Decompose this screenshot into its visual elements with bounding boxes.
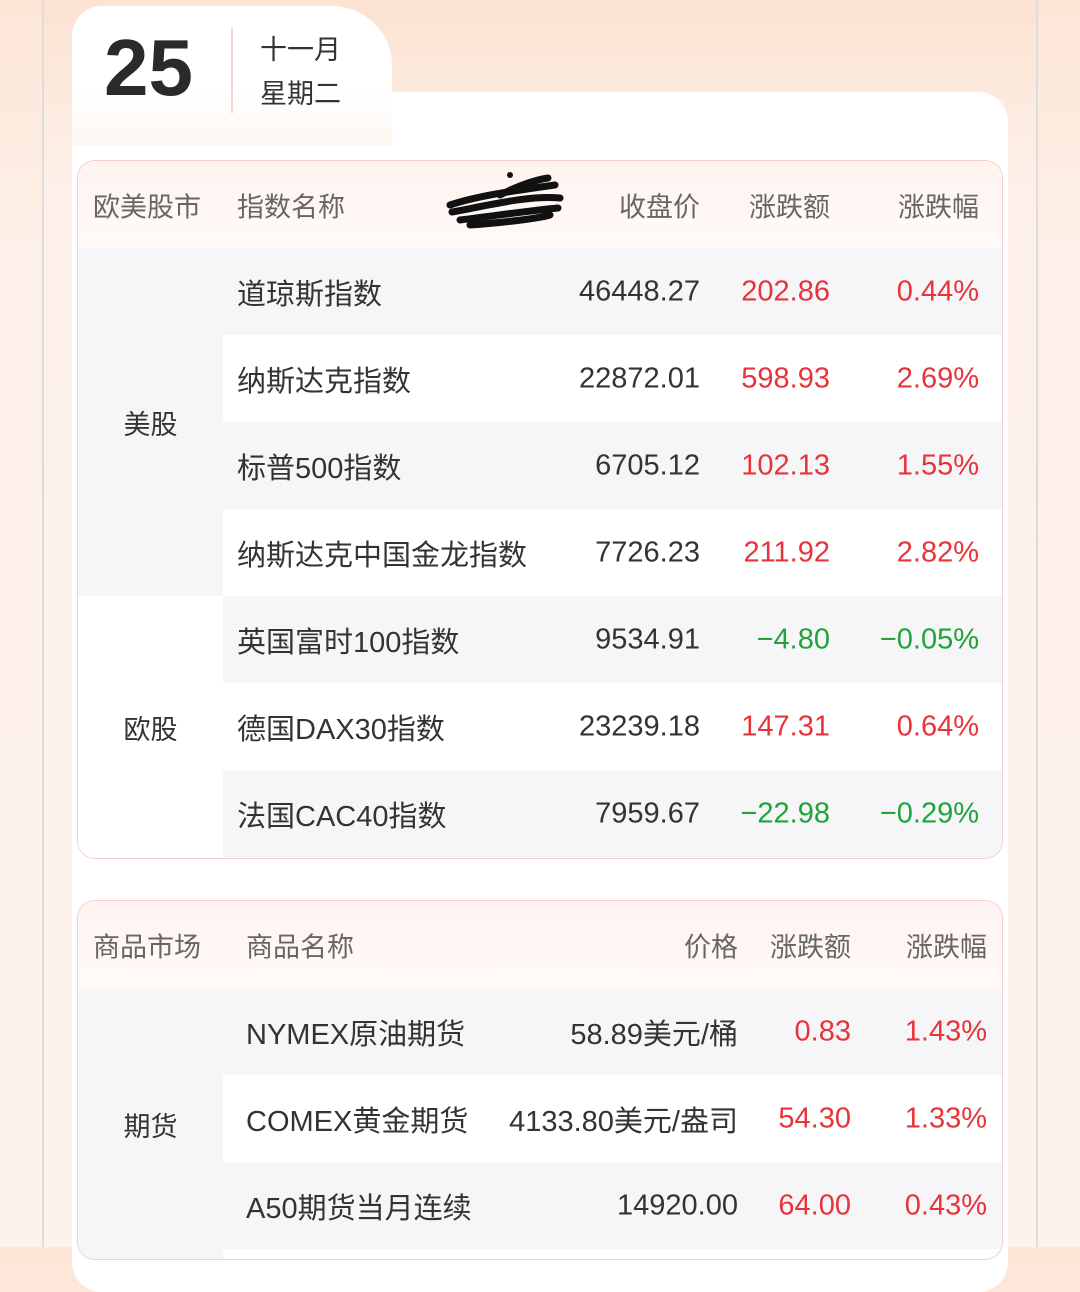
header-name: 指数名称 [237,192,345,223]
group-label: 期货 [78,988,223,1259]
row-change: 64.00 [778,1189,851,1221]
row-change: 598.93 [741,362,830,394]
header-name: 商品名称 [246,932,354,963]
row-name: 道琼斯指数 [237,278,383,311]
table-header: 欧美股市 指数名称 收盘价 涨跌额 涨跌幅 [78,161,1002,248]
row-name: 纳斯达克指数 [237,365,412,398]
header-pct: 涨跌幅 [898,192,979,223]
row-pct: −0.29% [879,797,979,829]
row-price: 6705.12 [595,449,700,481]
table-row[interactable]: 法国CAC40指数 7959.67 −22.98 −0.29% [223,770,1002,857]
table-row[interactable]: 英国富时100指数 9534.91 −4.80 −0.05% [223,596,1002,683]
header-price: 价格 [684,932,738,963]
row-name: A50期货当月连续 [246,1192,472,1225]
row-change: 102.13 [741,449,830,481]
row-pct: 1.33% [904,1102,987,1134]
header-change: 涨跌额 [749,192,830,223]
stock-index-table: 欧美股市 指数名称 收盘价 涨跌额 涨跌幅 美股 欧股 道琼斯指数 46448.2… [77,160,1003,859]
date-month: 十一月 [260,35,341,66]
date-weekday: 星期二 [260,79,341,110]
table-row[interactable]: 标普500指数 6705.12 102.13 1.55% [223,422,1002,509]
divider [231,28,233,113]
row-pct: 0.44% [896,275,979,307]
row-pct: 2.69% [896,362,979,394]
row-name: 法国CAC40指数 [237,800,447,833]
table-row[interactable]: COMEX黄金期货 4133.80美元/盎司 54.30 1.33% [223,1075,1002,1162]
row-price: 7959.67 [595,797,700,829]
row-price: 22872.01 [579,362,700,394]
row-pct: −0.05% [879,623,979,655]
table-row[interactable]: NYMEX原油期货 58.89美元/桶 0.83 1.43% [223,988,1002,1075]
row-name: 德国DAX30指数 [237,713,445,746]
group-label: 美股 [78,248,223,596]
row-change: −4.80 [756,623,830,655]
row-change: 54.30 [778,1102,851,1134]
group-label: 欧股 [78,596,223,858]
commodity-table: 商品市场 商品名称 价格 涨跌额 涨跌幅 期货 NYMEX原油期货 58.89美元… [77,900,1003,1260]
row-price: 14920.00 [617,1189,738,1221]
row-name: 纳斯达克中国金龙指数 [237,539,528,572]
row-price: 4133.80美元/盎司 [509,1105,738,1138]
table-row[interactable]: A50期货当月连续 14920.00 64.00 0.43% [223,1162,1002,1249]
table-row[interactable]: 道琼斯指数 46448.27 202.86 0.44% [223,248,1002,335]
row-price: 9534.91 [595,623,700,655]
row-change: 211.92 [743,536,830,568]
row-price: 7726.23 [595,536,700,568]
table-row[interactable]: 纳斯达克中国金龙指数 7726.23 211.92 2.82% [223,509,1002,596]
row-change: −22.98 [740,797,830,829]
row-change: 0.83 [794,1015,851,1047]
row-price: 46448.27 [579,275,700,307]
header-market: 欧美股市 [93,192,201,223]
row-name: 英国富时100指数 [237,626,460,659]
header-change: 涨跌额 [770,932,851,963]
row-price: 23239.18 [579,710,700,742]
header-price: 收盘价 [619,192,700,223]
row-name: COMEX黄金期货 [246,1105,469,1138]
row-pct: 2.82% [896,536,979,568]
row-price: 58.89美元/桶 [570,1018,738,1051]
table-header: 商品市场 商品名称 价格 涨跌额 涨跌幅 [78,901,1002,988]
row-change: 202.86 [741,275,830,307]
redaction-scribble [446,172,564,229]
row-pct: 0.64% [896,710,979,742]
table-row[interactable]: 德国DAX30指数 23239.18 147.31 0.64% [223,683,1002,770]
row-change: 147.31 [741,710,830,742]
header-market: 商品市场 [93,932,201,963]
row-name: NYMEX原油期货 [246,1018,466,1051]
row-pct: 0.43% [904,1189,987,1221]
date-day: 25 [104,23,193,112]
table-row[interactable]: 纳斯达克指数 22872.01 598.93 2.69% [223,335,1002,422]
row-pct: 1.55% [896,449,979,481]
row-pct: 1.43% [904,1015,987,1047]
header-pct: 涨跌幅 [906,932,987,963]
row-name: 标普500指数 [237,452,402,485]
